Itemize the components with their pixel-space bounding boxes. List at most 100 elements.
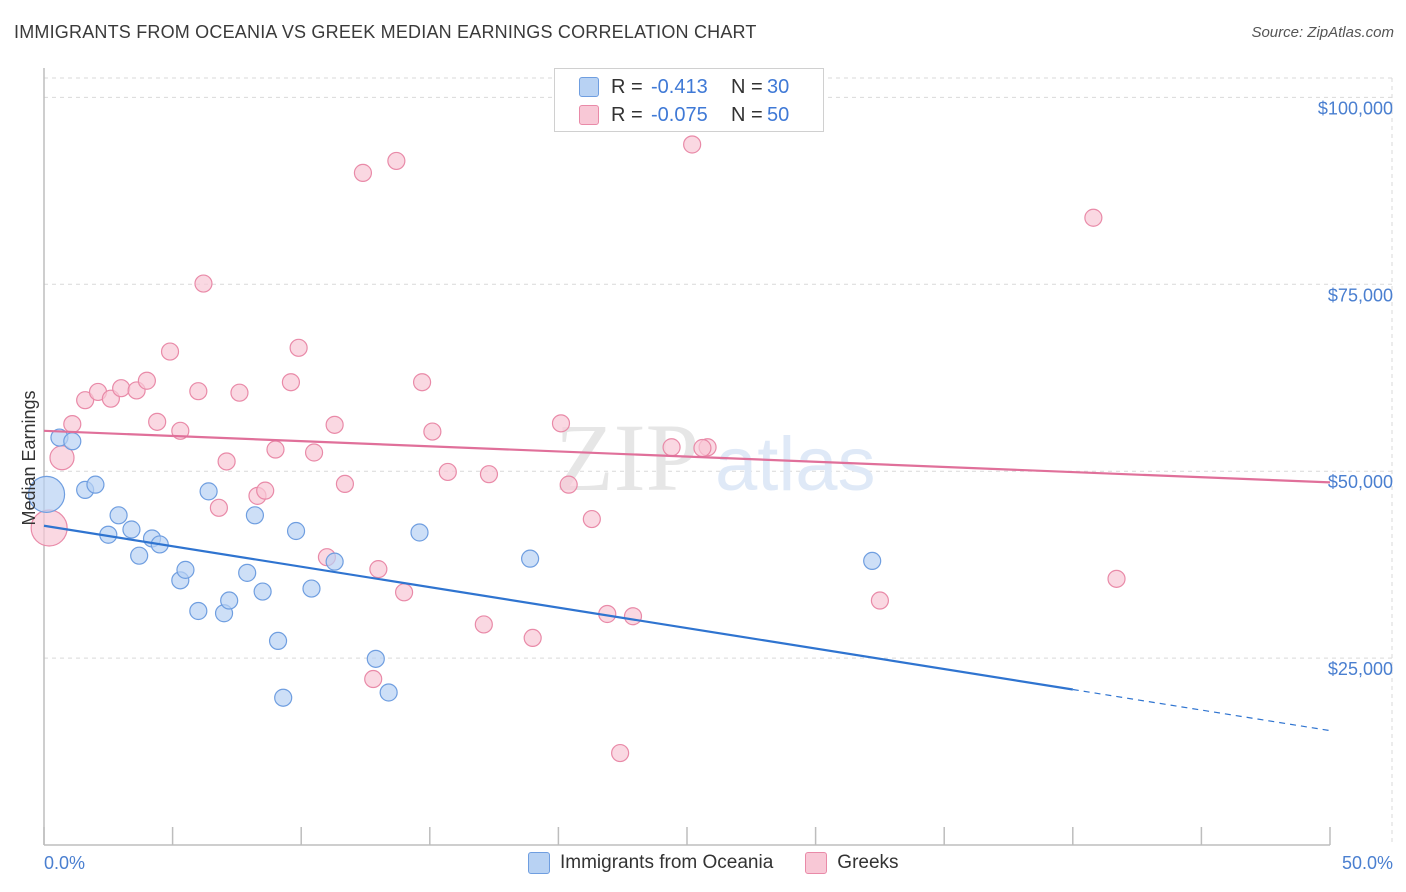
trend-line-greeks xyxy=(43,429,1331,484)
legend-row-greeks: R = -0.075 N = 50 xyxy=(579,101,789,129)
data-point xyxy=(266,440,285,459)
axes xyxy=(43,68,1331,846)
data-point xyxy=(693,438,712,458)
data-point xyxy=(559,475,578,494)
legend-r-label: R = xyxy=(611,75,643,98)
data-point xyxy=(366,649,385,668)
data-point xyxy=(1084,208,1103,227)
data-point xyxy=(1107,569,1126,588)
data-point xyxy=(112,379,131,398)
data-point xyxy=(364,669,383,689)
data-point xyxy=(438,462,457,482)
legend-item-oceania[interactable]: Immigrants from Oceania xyxy=(528,852,773,874)
data-point xyxy=(122,520,141,539)
data-point xyxy=(86,475,105,494)
data-point xyxy=(130,546,149,565)
data-point xyxy=(189,601,208,621)
greeks-points xyxy=(30,135,1126,763)
y-axis-label: Median Earnings xyxy=(19,390,39,525)
x-tick-label: 0.0% xyxy=(44,853,85,873)
data-point xyxy=(551,414,571,433)
legend-n-label: N = xyxy=(731,75,763,98)
legend-swatch-blue xyxy=(528,852,550,874)
trend-line-oceania xyxy=(43,524,1073,691)
x-tick-label: 50.0% xyxy=(1342,853,1393,873)
data-point xyxy=(582,509,601,529)
legend-swatch-pink xyxy=(805,852,828,874)
data-point xyxy=(325,552,344,571)
data-point xyxy=(379,683,398,702)
data-point xyxy=(474,615,493,634)
data-point xyxy=(387,151,406,171)
data-point xyxy=(353,163,373,182)
legend-r-label: R = xyxy=(611,103,643,126)
watermark-zip: ZIP xyxy=(555,404,699,511)
watermark-atlas: atlas xyxy=(715,422,876,507)
data-point xyxy=(109,506,128,525)
legend-item-greeks[interactable]: Greeks xyxy=(805,852,899,874)
data-point xyxy=(423,422,442,441)
data-point xyxy=(176,560,195,579)
data-point xyxy=(220,591,239,610)
correlation-legend: R = -0.413 N = 30 R = -0.075 N = 50 xyxy=(554,68,824,132)
y-tick-label: $25,000 xyxy=(1328,659,1393,679)
data-point xyxy=(148,412,167,431)
data-point xyxy=(335,474,355,493)
data-point xyxy=(281,373,301,392)
data-point xyxy=(683,135,702,154)
data-point xyxy=(325,415,344,434)
oceania-points xyxy=(27,428,882,707)
chart-title: IMMIGRANTS FROM OCEANIA VS GREEK MEDIAN … xyxy=(14,22,757,42)
legend-n-value: 50 xyxy=(767,103,790,126)
data-point xyxy=(479,465,499,484)
data-point xyxy=(76,391,95,410)
y-tick-label: $75,000 xyxy=(1328,285,1393,305)
data-point xyxy=(286,521,306,541)
trend-lines xyxy=(43,429,1331,732)
data-point xyxy=(268,631,288,651)
data-point xyxy=(304,443,324,462)
data-point xyxy=(199,482,218,501)
data-point xyxy=(623,607,643,626)
data-point xyxy=(27,475,66,513)
legend-n-value: 30 xyxy=(767,75,790,98)
data-point xyxy=(394,583,414,602)
trend-line-oceania-extension xyxy=(1072,688,1331,732)
data-point xyxy=(238,563,257,582)
data-point xyxy=(160,342,180,361)
data-point xyxy=(230,383,249,402)
data-point xyxy=(253,582,272,601)
y-tick-label: $50,000 xyxy=(1328,472,1393,492)
data-point xyxy=(662,438,681,457)
axis-labels: $25,000 $50,000 $75,000 $100,000 0.0% 50.0% Me… xyxy=(19,98,1393,873)
legend-label-greeks: Greeks xyxy=(837,852,899,873)
legend-row-oceania: R = -0.413 N = 30 xyxy=(579,73,789,101)
data-point xyxy=(289,338,308,357)
data-point xyxy=(302,579,321,598)
legend-swatch-blue xyxy=(579,77,599,97)
data-point xyxy=(274,688,293,707)
data-point xyxy=(245,506,265,525)
data-point xyxy=(256,481,275,500)
data-point xyxy=(611,743,630,763)
data-point xyxy=(523,628,542,648)
series-legend: Immigrants from Oceania Greeks xyxy=(528,852,931,874)
legend-r-value: -0.413 xyxy=(651,75,708,98)
y-tick-label: $100,000 xyxy=(1318,98,1393,118)
data-point xyxy=(209,498,228,517)
data-point xyxy=(137,371,156,390)
data-point xyxy=(63,432,82,451)
legend-label-oceania: Immigrants from Oceania xyxy=(560,852,774,873)
data-point xyxy=(863,551,882,571)
watermark: ZIP atlas xyxy=(555,404,876,511)
data-point xyxy=(369,560,388,579)
legend-r-value: -0.075 xyxy=(651,103,708,126)
data-point xyxy=(870,591,890,610)
legend-swatch-pink xyxy=(579,105,599,125)
data-point xyxy=(63,414,82,434)
data-point xyxy=(521,549,540,568)
data-point xyxy=(412,373,432,392)
data-point xyxy=(189,382,208,401)
data-point xyxy=(410,523,429,542)
